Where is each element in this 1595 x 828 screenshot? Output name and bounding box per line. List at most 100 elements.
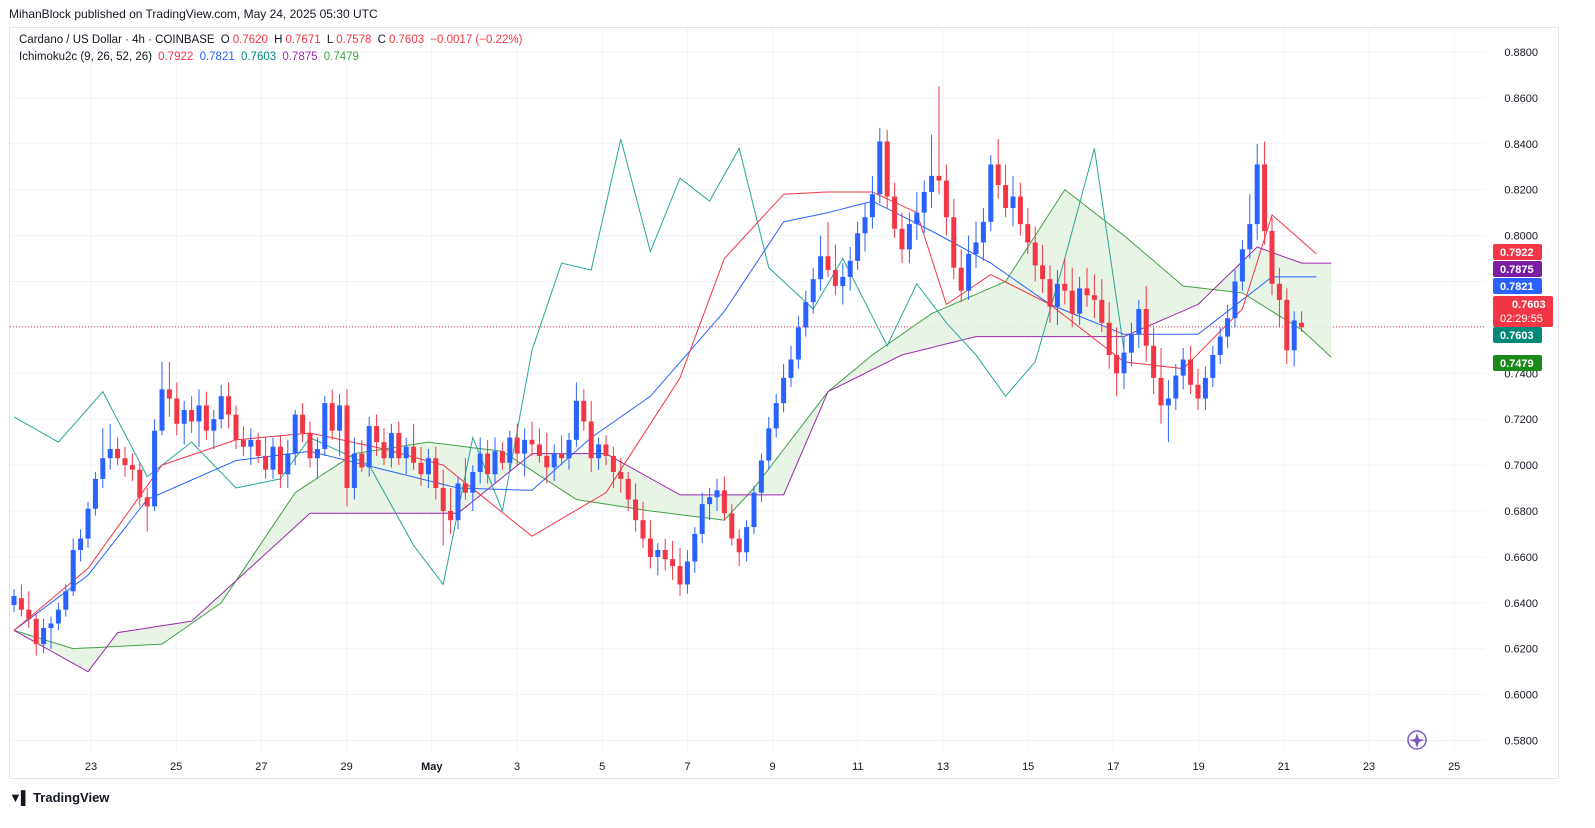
- candle-body: [773, 403, 779, 429]
- candle-body: [499, 451, 505, 463]
- x-tick-label: 19: [1192, 761, 1204, 773]
- candle-body: [11, 595, 17, 606]
- candle-body: [174, 398, 180, 424]
- base-line: [13, 200, 1317, 631]
- candle-body: [1010, 196, 1016, 209]
- candle-body: [425, 458, 431, 475]
- candle-body: [1062, 283, 1068, 291]
- candle-body: [1040, 265, 1046, 280]
- candle-body: [322, 403, 328, 450]
- brand-name: TradingView: [33, 790, 110, 805]
- candle-body: [1099, 299, 1105, 323]
- x-tick-label: 9: [770, 761, 776, 773]
- x-tick-label: 25: [170, 761, 182, 773]
- candle-body: [359, 453, 365, 468]
- open-label: O: [220, 34, 230, 46]
- candle-body: [351, 453, 357, 489]
- x-tick-label: 17: [1107, 761, 1119, 773]
- candle-body: [1003, 185, 1009, 209]
- candle-body: [144, 497, 150, 507]
- candle-body: [707, 497, 713, 505]
- leading-span-a: [13, 188, 1332, 650]
- y-tick-label: 0.8400: [1504, 139, 1538, 151]
- candle-body: [1254, 164, 1260, 225]
- price-label-box: [1493, 278, 1542, 294]
- y-tick-label: 0.8800: [1504, 47, 1538, 59]
- candle-body: [744, 527, 750, 553]
- ind-conversion: 0.7922: [158, 51, 194, 63]
- candle-body: [840, 276, 846, 287]
- candle-body: [514, 437, 520, 454]
- candle-body: [181, 410, 187, 424]
- candle-body: [610, 455, 616, 472]
- candle-body: [1077, 288, 1083, 314]
- y-tick-label: 0.5800: [1504, 736, 1538, 748]
- price-label-box: [1493, 261, 1542, 277]
- candle-body: [721, 490, 727, 514]
- candle-body: [818, 256, 824, 280]
- x-tick-label: 5: [599, 761, 605, 773]
- y-tick-label: 0.7000: [1504, 460, 1538, 472]
- candle-body: [137, 469, 143, 498]
- candle-body: [233, 414, 239, 440]
- candle-body: [1195, 384, 1201, 399]
- y-tick-label: 0.7400: [1504, 368, 1538, 380]
- x-tick-label: 13: [937, 761, 949, 773]
- candle-body: [1114, 354, 1120, 374]
- candle-body: [440, 488, 446, 511]
- candle-body: [255, 439, 261, 456]
- candle-body: [1247, 224, 1253, 250]
- candle-body: [914, 212, 920, 225]
- candle-body: [929, 175, 935, 192]
- candle-body: [203, 405, 209, 431]
- candle-body: [936, 175, 942, 181]
- candle-body: [366, 426, 372, 468]
- candle-body: [1291, 320, 1297, 351]
- candle-body: [899, 228, 905, 250]
- candle-body: [388, 432, 394, 459]
- candle-body: [670, 559, 676, 567]
- price-label-box: [1493, 296, 1553, 327]
- candle-body: [1032, 242, 1038, 266]
- candle-body: [211, 419, 217, 431]
- y-tick-label: 0.6400: [1504, 598, 1538, 610]
- candle-body: [699, 504, 705, 534]
- candle-body: [581, 400, 587, 422]
- candle-body: [544, 455, 550, 468]
- x-tick-label: 27: [255, 761, 267, 773]
- x-tick-label: 3: [514, 761, 520, 773]
- candle-body: [855, 233, 861, 261]
- candle-body: [462, 483, 468, 493]
- candle-body: [655, 550, 661, 557]
- candle-body: [1217, 336, 1223, 355]
- candle-body: [337, 405, 343, 431]
- candle-body: [411, 446, 417, 463]
- candle-body: [48, 623, 54, 629]
- ind-spana: 0.7479: [323, 51, 359, 63]
- candle-body: [507, 437, 513, 463]
- candle-body: [418, 462, 424, 475]
- candle-body: [492, 451, 498, 475]
- candle-body: [307, 432, 313, 459]
- ind-lagging: 0.7603: [240, 51, 277, 63]
- candle-body: [869, 194, 875, 218]
- candle-body: [1262, 164, 1268, 231]
- candle-body: [966, 253, 972, 291]
- countdown-text: 02:29:55: [1500, 313, 1543, 325]
- candle-body: [189, 410, 195, 422]
- candle-body: [1136, 309, 1142, 335]
- candle-body: [285, 453, 291, 475]
- y-tick-label: 0.8000: [1504, 231, 1538, 243]
- candle-body: [980, 221, 986, 243]
- candle-body: [603, 444, 609, 456]
- open-value: 0.7620: [232, 34, 268, 46]
- candle-body: [692, 533, 698, 562]
- candle-body: [18, 598, 24, 610]
- candle-body: [892, 196, 898, 229]
- x-tick-label: 11: [852, 761, 863, 773]
- candle-body: [277, 446, 283, 475]
- tradingview-logo-icon: ▼▌: [9, 790, 30, 805]
- candle-body: [1269, 230, 1275, 284]
- candle-body: [625, 478, 631, 500]
